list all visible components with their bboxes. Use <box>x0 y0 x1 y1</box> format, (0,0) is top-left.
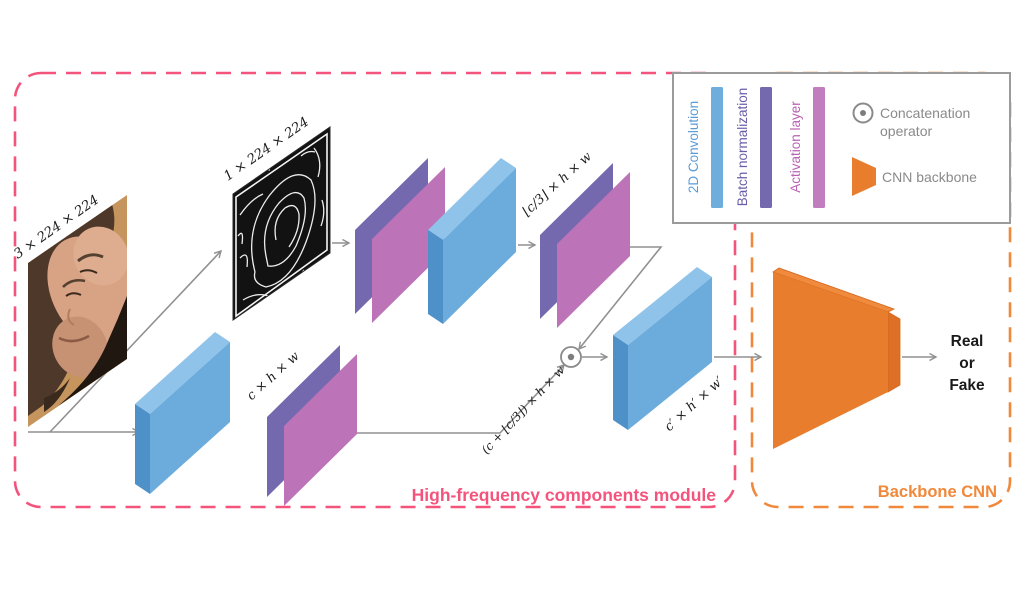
legend-conv-label: 2D Convolution <box>686 101 701 193</box>
legend-bn-bar <box>760 87 772 208</box>
connector-block2-to-concat <box>578 246 663 351</box>
conv-block-bottom <box>135 332 230 494</box>
legend-backbone-icon <box>852 157 876 196</box>
legend-concat-label-line2: operator <box>880 123 932 139</box>
input-face-image: 3 × 224 × 224 <box>11 192 127 427</box>
output-line-fake: Fake <box>949 377 985 394</box>
output-line-or: or <box>959 355 975 372</box>
legend-conv-bar <box>711 87 723 208</box>
act-plane-top-2 <box>557 172 630 328</box>
hf-module-title: High-frequency components module <box>412 485 717 505</box>
connector-face-to-hf <box>49 249 223 433</box>
backbone-cnn-trapezoid <box>772 267 901 449</box>
connector-bottom-to-concat <box>350 363 566 434</box>
legend-concat-icon <box>852 102 874 124</box>
legend-box: 2D Convolution Batch normalization Activ… <box>672 72 1011 224</box>
hf-module-boundary <box>13 71 737 509</box>
conv-block-top <box>428 158 516 324</box>
backbone-module-title: Backbone CNN <box>878 483 997 501</box>
concat-shape-label: (c + ⌊c/3⌋) × h × w <box>479 363 568 457</box>
legend-bn-label: Batch normalization <box>735 88 750 207</box>
output-line-real: Real <box>951 333 984 350</box>
output-text: Real or Fake <box>949 333 985 394</box>
legend-act-label: Activation layer <box>788 101 803 193</box>
concat-operator <box>560 346 582 368</box>
fused-conv-block <box>613 267 712 430</box>
act-plane-bottom <box>284 354 357 506</box>
legend-concat-label-line1: Concatenation <box>880 105 970 121</box>
legend-act-bar <box>813 87 825 208</box>
hf-edge-image: 1 × 224 × 224 <box>221 114 331 321</box>
act-plane-top-1 <box>372 167 445 323</box>
legend-backbone-label: CNN backbone <box>882 169 977 185</box>
